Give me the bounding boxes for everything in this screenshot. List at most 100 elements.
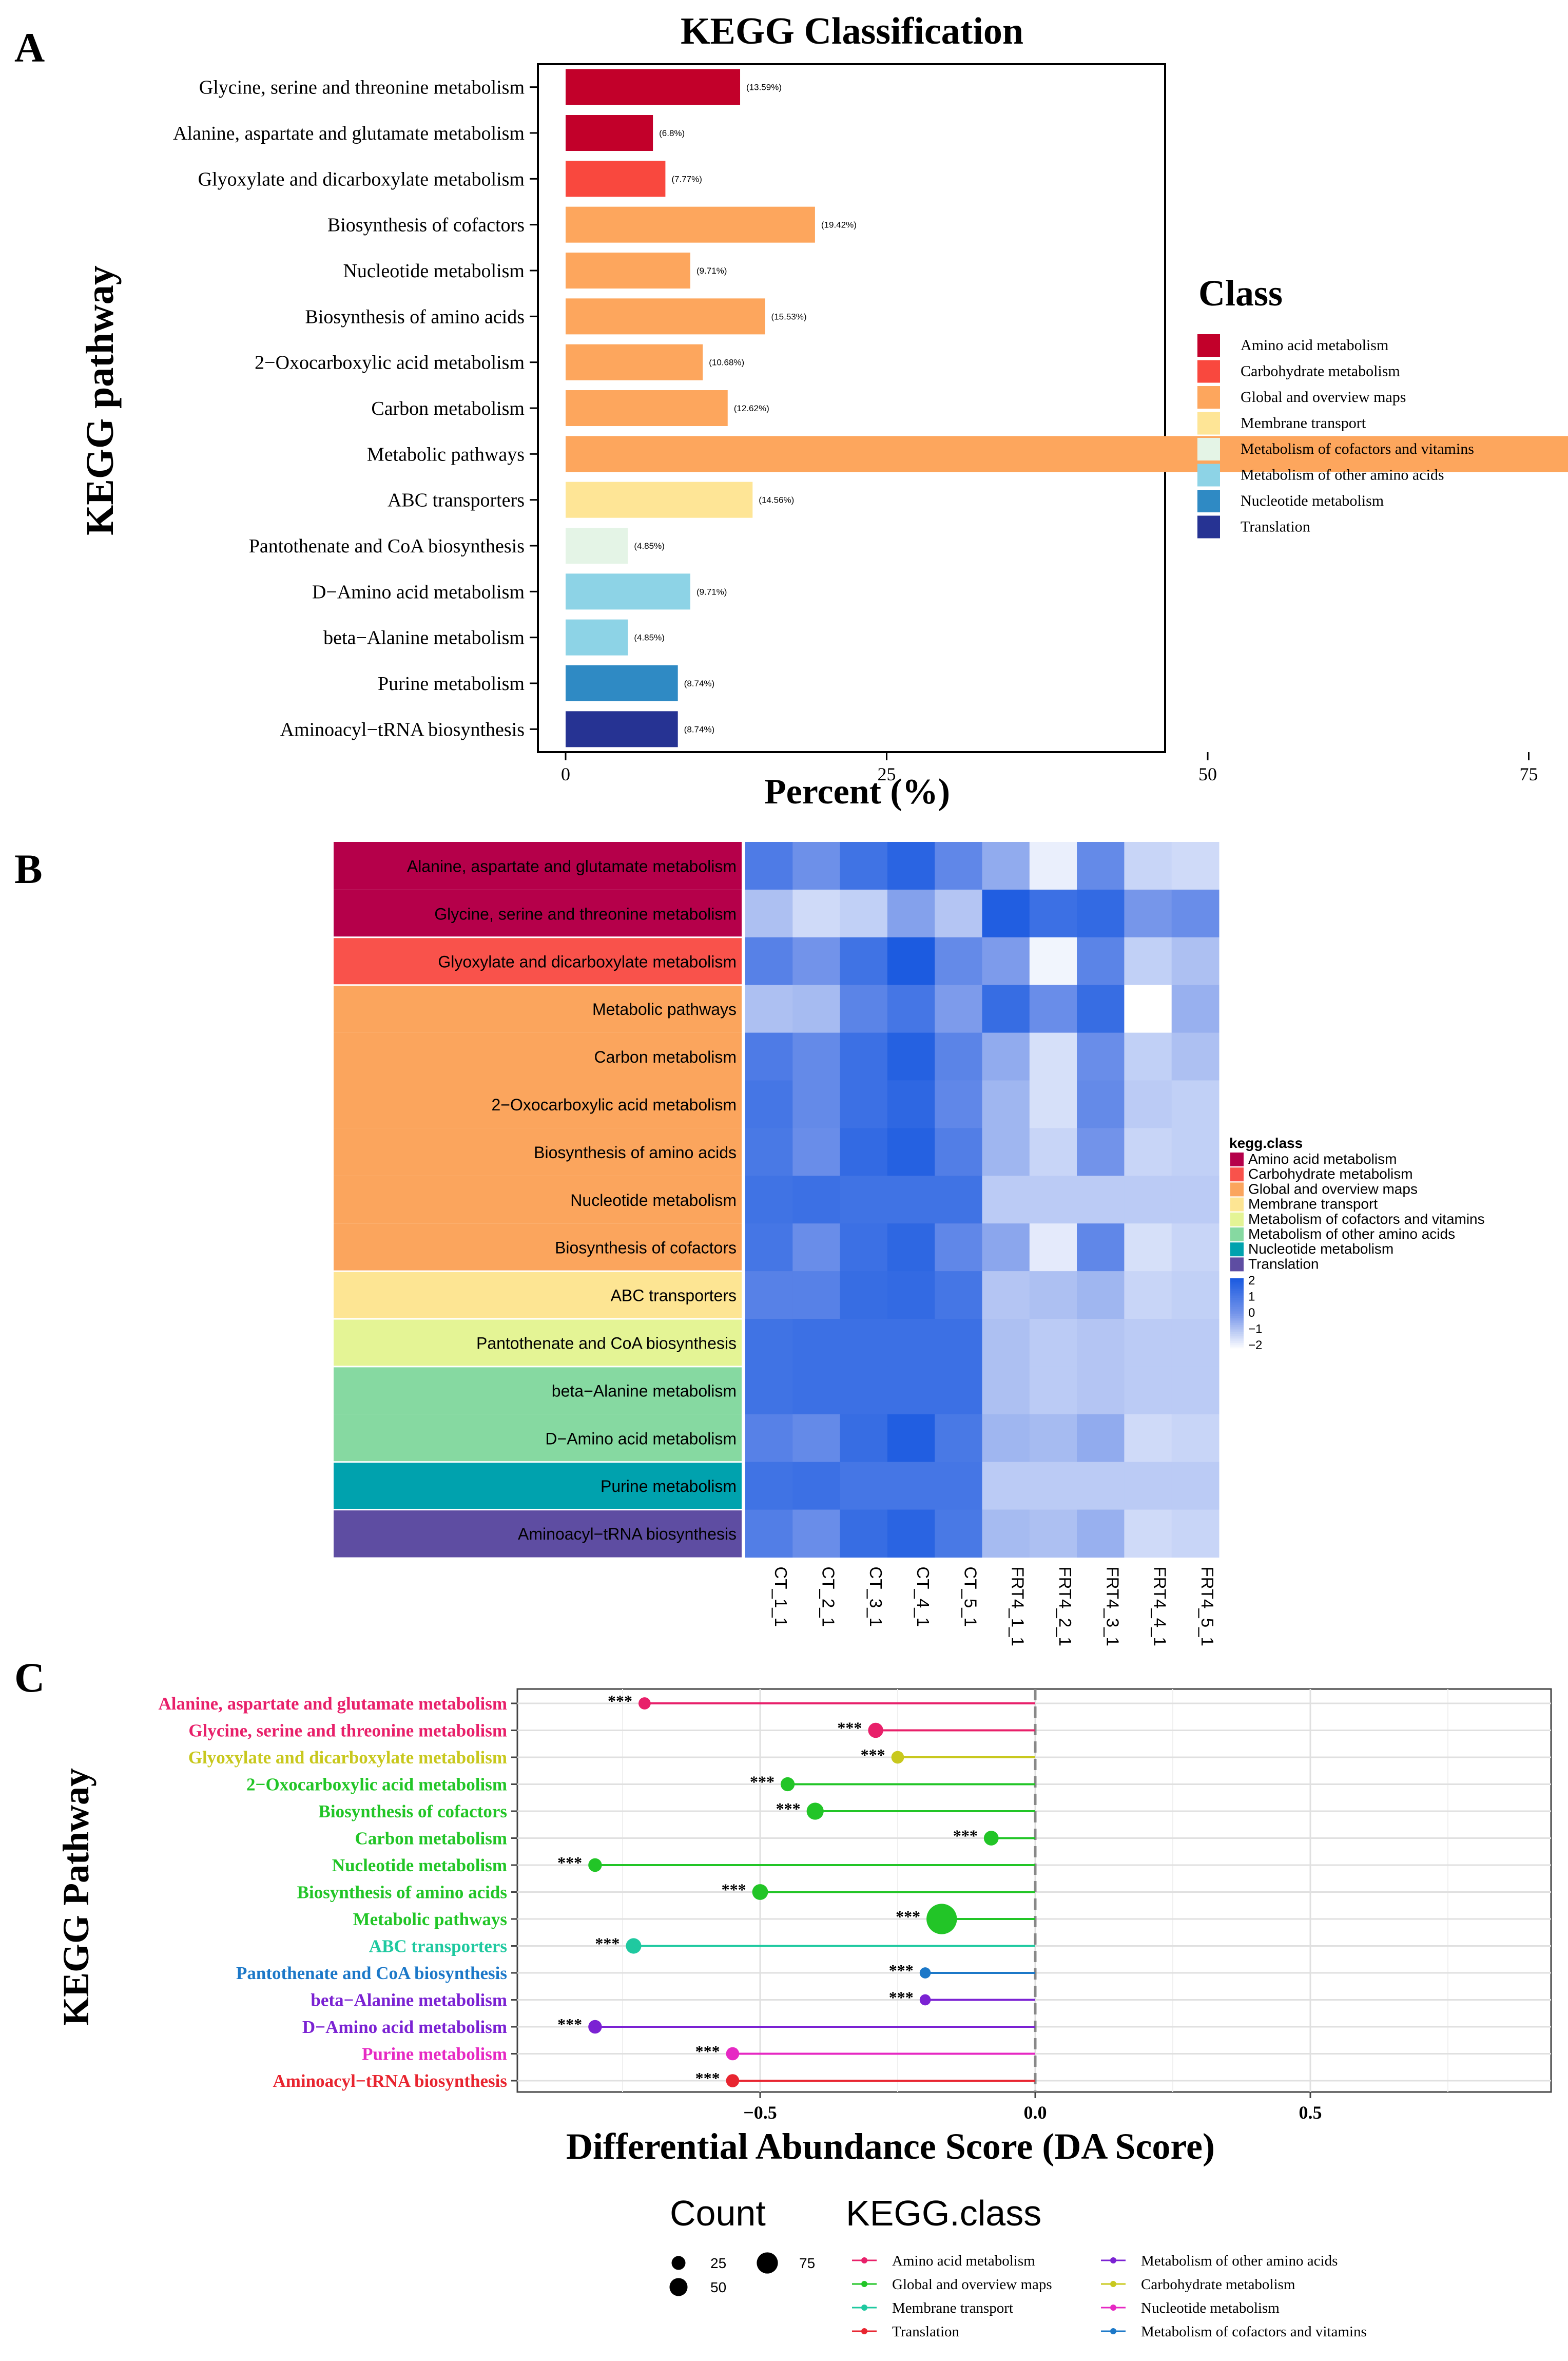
legend-swatch-translation bbox=[1197, 515, 1220, 539]
row-annotation-global-and-overview-maps bbox=[334, 1128, 742, 1176]
scale-gradient-step bbox=[1230, 1298, 1244, 1300]
heatmap-cell bbox=[840, 1366, 888, 1415]
heatmap-cell bbox=[982, 889, 1030, 938]
chart-a-ylabel: KEGG pathway bbox=[79, 265, 122, 535]
y-tick-label: ABC transporters bbox=[369, 1936, 507, 1956]
bar-value-label: (19.42%) bbox=[821, 220, 857, 230]
legend-label: Metabolism of other amino acids bbox=[1241, 467, 1444, 484]
y-tick-label: 2−Oxocarboxylic acid metabolism bbox=[255, 352, 525, 374]
scale-gradient-step bbox=[1230, 1303, 1244, 1306]
heatmap-cell bbox=[792, 889, 841, 938]
class-legend-dot bbox=[861, 2328, 867, 2334]
significance-label: *** bbox=[953, 1827, 978, 1845]
scale-gradient-step bbox=[1230, 1339, 1244, 1342]
heatmap-row-label: Glycine, serine and threonine metabolism bbox=[434, 905, 737, 923]
heatmap-cell bbox=[887, 1271, 935, 1319]
lollipop-point-abc-transporters bbox=[626, 1938, 642, 1954]
bar-biosynthesis-of-amino-acids bbox=[566, 298, 765, 335]
lollipop-point-biosynthesis-of-amino-acids bbox=[752, 1884, 768, 1900]
y-tick-label: Aminoacyl−tRNA biosynthesis bbox=[280, 719, 525, 740]
scale-gradient-step bbox=[1230, 1348, 1244, 1351]
y-tick-label: Glycine, serine and threonine metabolism bbox=[188, 1721, 507, 1741]
scale-gradient-step bbox=[1230, 1287, 1244, 1290]
y-tick-label: Carbon metabolism bbox=[371, 398, 525, 419]
heatmap-cell bbox=[1029, 1366, 1077, 1415]
legend-swatch-metabolism-of-cofactors-and-vitamins bbox=[1230, 1212, 1244, 1226]
heatmap-cell bbox=[792, 1462, 841, 1510]
bar-carbon-metabolism bbox=[566, 390, 728, 426]
y-tick-label: Nucleotide metabolism bbox=[332, 1855, 507, 1875]
y-tick-label: Metabolic pathways bbox=[367, 444, 525, 465]
heatmap-cell bbox=[745, 1462, 793, 1510]
row-annotation-global-and-overview-maps bbox=[334, 1080, 742, 1128]
heatmap-cell bbox=[840, 1223, 888, 1272]
legend-swatch-nucleotide-metabolism bbox=[1230, 1242, 1244, 1257]
bar-d-amino-acid-metabolism bbox=[566, 573, 690, 610]
bar-beta-alanine-metabolism bbox=[566, 619, 628, 656]
bar-pantothenate-and-coa-biosynthesis bbox=[566, 528, 628, 564]
heatmap-cell bbox=[840, 937, 888, 986]
significance-label: *** bbox=[837, 1719, 862, 1737]
legend-swatch-carbohydrate-metabolism bbox=[1230, 1167, 1244, 1182]
heatmap-cell bbox=[745, 985, 793, 1033]
heatmap-cell bbox=[840, 1319, 888, 1367]
legend-label: Metabolism of cofactors and vitamins bbox=[1248, 1211, 1485, 1227]
heatmap-cell bbox=[887, 1462, 935, 1510]
heatmap-cell bbox=[840, 1271, 888, 1319]
legend-label: Global and overview maps bbox=[1248, 1181, 1418, 1197]
heatmap-cell bbox=[745, 1223, 793, 1272]
heatmap-cell bbox=[982, 1319, 1030, 1367]
y-tick-label: Biosynthesis of amino acids bbox=[305, 306, 525, 328]
y-tick-label: Pantothenate and CoA biosynthesis bbox=[236, 1963, 507, 1983]
scale-gradient-step bbox=[1230, 1341, 1244, 1343]
class-legend-dot bbox=[1110, 2257, 1116, 2263]
significance-label: *** bbox=[861, 1745, 885, 1764]
count-legend-title: Count bbox=[670, 2193, 766, 2233]
heatmap-cell bbox=[1171, 1462, 1219, 1510]
heatmap-row-label: Purine metabolism bbox=[601, 1477, 737, 1495]
heatmap-col-label: CT_1_1 bbox=[771, 1567, 790, 1627]
row-annotation-carbohydrate-metabolism bbox=[334, 937, 742, 985]
scale-tick-label: 1 bbox=[1248, 1290, 1255, 1304]
heatmap-row-label: Metabolic pathways bbox=[592, 1000, 737, 1019]
heatmap-cell bbox=[982, 1032, 1030, 1081]
scale-gradient-step bbox=[1230, 1311, 1244, 1313]
significance-label: *** bbox=[557, 2015, 582, 2033]
heatmap-cell bbox=[840, 1414, 888, 1463]
legend-label: Amino acid metabolism bbox=[1241, 337, 1388, 354]
heatmap-cell bbox=[745, 1080, 793, 1128]
scale-gradient-step bbox=[1230, 1323, 1244, 1326]
scale-gradient-step bbox=[1230, 1307, 1244, 1310]
row-annotation-membrane-transport bbox=[334, 1271, 742, 1319]
scale-gradient-step bbox=[1230, 1330, 1244, 1333]
heatmap-cell bbox=[935, 842, 982, 890]
y-tick-label: Glyoxylate and dicarboxylate metabolism bbox=[198, 168, 525, 190]
heatmap-cell bbox=[1077, 1271, 1125, 1319]
heatmap-cell bbox=[1171, 985, 1219, 1033]
heatmap-cell bbox=[745, 937, 793, 986]
legend-label: Amino acid metabolism bbox=[1248, 1151, 1397, 1167]
y-tick-label: Biosynthesis of amino acids bbox=[297, 1883, 507, 1903]
row-annotation-amino-acid-metabolism bbox=[334, 889, 742, 937]
heatmap-cell bbox=[982, 1366, 1030, 1415]
y-tick-label: Aminoacyl−tRNA biosynthesis bbox=[273, 2071, 507, 2091]
bar-value-label: (7.77%) bbox=[671, 174, 702, 184]
heatmap-cell bbox=[792, 985, 841, 1033]
heatmap-cell bbox=[935, 1509, 982, 1558]
count-legend-circle bbox=[757, 2252, 778, 2274]
x-tick-label: 75 bbox=[1520, 764, 1538, 784]
count-legend-circle bbox=[671, 2256, 686, 2270]
heatmap-cell bbox=[1171, 889, 1219, 938]
heatmap-cell bbox=[935, 889, 982, 938]
bar-value-label: (14.56%) bbox=[759, 495, 794, 505]
heatmap-cell bbox=[1077, 1176, 1125, 1224]
scale-gradient-step bbox=[1230, 1316, 1244, 1318]
class-legend-label: Nucleotide metabolism bbox=[1141, 2300, 1280, 2316]
heatmap-cell bbox=[1171, 937, 1219, 986]
scale-gradient-step bbox=[1230, 1293, 1244, 1295]
panel-label-b: B bbox=[14, 846, 43, 892]
row-annotation-amino-acid-metabolism bbox=[334, 842, 742, 890]
lollipop-point-alanine-aspartate-and-glutamate-metabolism bbox=[638, 1697, 651, 1710]
legend-label: Nucleotide metabolism bbox=[1241, 492, 1384, 509]
